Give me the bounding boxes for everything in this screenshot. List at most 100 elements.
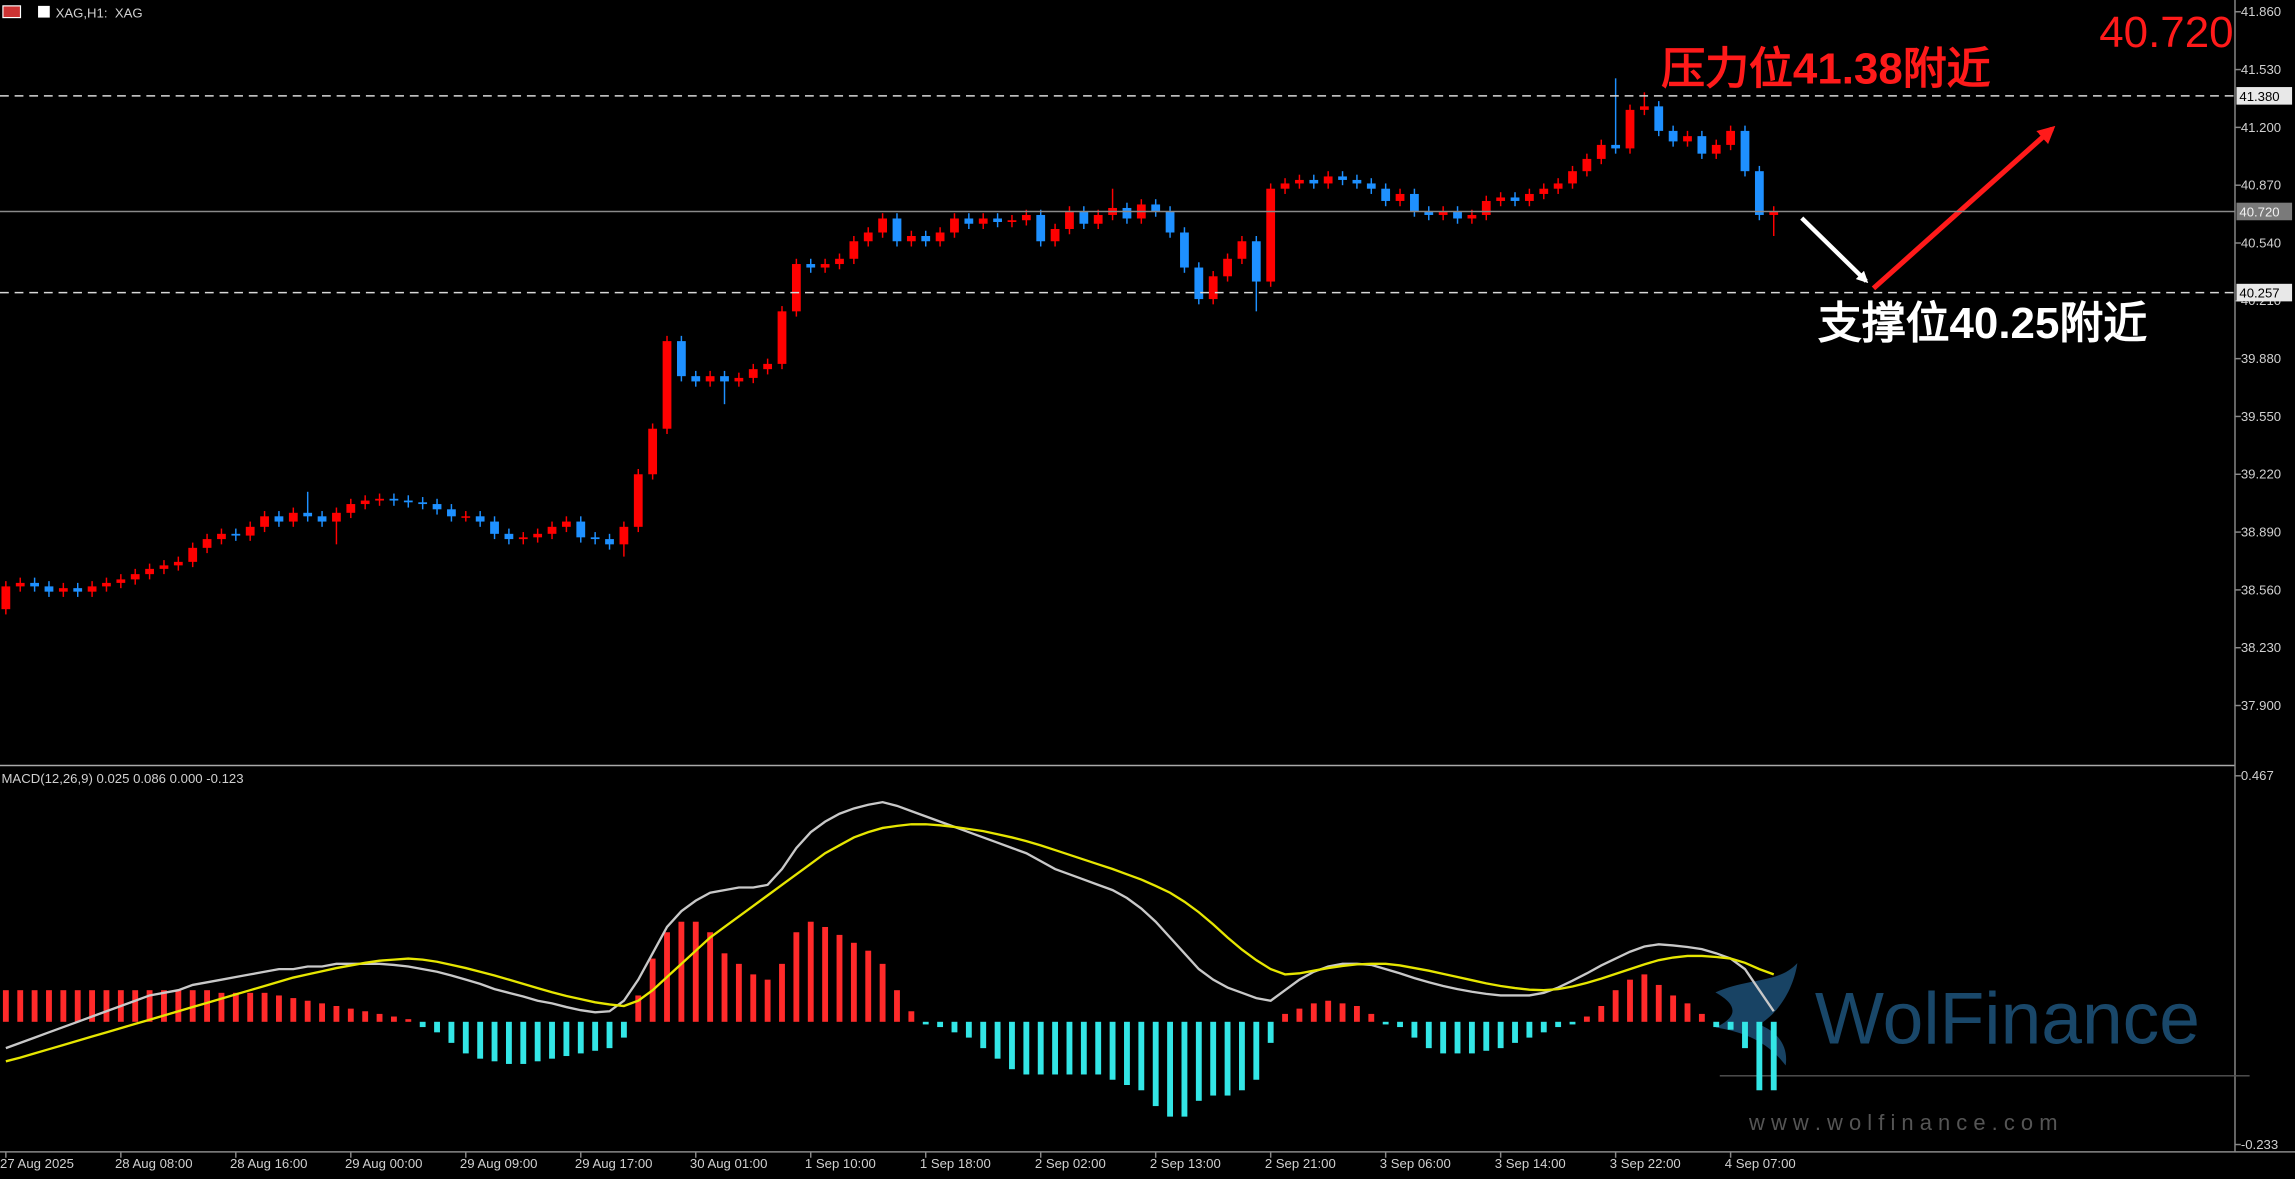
candle-body — [346, 504, 356, 513]
x-tick-label: 2 Sep 21:00 — [1265, 1156, 1336, 1171]
candle-body — [1467, 214, 1477, 219]
candle-body — [1381, 188, 1391, 201]
macd-histogram-bar — [735, 963, 742, 1022]
x-tick-label: 28 Aug 08:00 — [115, 1156, 193, 1171]
x-tick-label: 2 Sep 02:00 — [1035, 1156, 1106, 1171]
candle-body — [633, 474, 643, 527]
macd-histogram-bar — [204, 990, 211, 1022]
candle-body — [906, 236, 916, 242]
annotation: 支撑位40.25附近 — [1818, 299, 2147, 348]
macd-histogram-bar — [1023, 1021, 1030, 1075]
macd-histogram-bar — [1296, 1008, 1303, 1022]
macd-histogram-bar — [261, 992, 268, 1022]
candle-body — [605, 539, 614, 545]
y-tick-label: -0.233 — [2241, 1137, 2278, 1152]
macd-histogram-bar — [1009, 1021, 1015, 1070]
x-tick-label: 27 Aug 2025 — [0, 1156, 74, 1171]
macd-histogram-bar — [491, 1021, 498, 1062]
macd-histogram-bar — [1641, 974, 1648, 1022]
price-level-label: 40.257 — [2239, 286, 2279, 301]
candle-body — [748, 369, 758, 378]
macd-histogram-bar — [247, 992, 254, 1022]
candle-body — [562, 521, 571, 527]
price-level-box — [2236, 283, 2293, 302]
macd-histogram-bar — [850, 942, 857, 1022]
candle-body — [260, 516, 269, 527]
macd-histogram-bar — [362, 1011, 369, 1022]
macd-histogram-bar — [462, 1021, 469, 1054]
candle-body — [504, 533, 514, 540]
candle-body — [87, 586, 97, 592]
candle-body — [217, 533, 226, 540]
candle-body — [1496, 197, 1506, 201]
macd-histogram-bar — [146, 990, 153, 1022]
candle-body — [619, 526, 629, 545]
plot: 41.86041.53041.20040.87040.54040.21039.8… — [0, 4, 2293, 1171]
macd-histogram-bar — [132, 990, 139, 1022]
macd-histogram-bar — [1282, 1013, 1288, 1022]
candle-body — [1625, 109, 1635, 149]
macd-histogram-bar — [1353, 1005, 1360, 1022]
macd-histogram-bar — [1109, 1021, 1116, 1080]
y-tick-label: 40.870 — [2241, 178, 2281, 193]
candle-body — [1510, 197, 1520, 201]
candle-body — [978, 218, 988, 224]
macd-histogram-bar — [1195, 1021, 1202, 1101]
candle-body — [1366, 183, 1376, 189]
macd-histogram-bar — [405, 1019, 412, 1022]
candle-body — [1481, 200, 1491, 215]
macd-histogram-bar — [89, 990, 96, 1022]
y-tick-label: 0.467 — [2241, 768, 2274, 783]
candle-body — [375, 498, 384, 501]
macd-histogram-bar — [549, 1021, 555, 1059]
macd-histogram-bar — [563, 1021, 570, 1057]
candle-body — [1697, 136, 1707, 154]
macd-histogram-bar — [1080, 1021, 1087, 1075]
macd-histogram-bar — [1756, 1021, 1763, 1091]
candle-body — [892, 218, 902, 242]
macd-histogram-bar — [1411, 1021, 1418, 1038]
macd-histogram-bar — [74, 990, 81, 1022]
macd-histogram-bar — [1742, 1021, 1748, 1049]
macd-histogram-bar — [1655, 984, 1662, 1022]
macd-histogram-bar — [232, 992, 239, 1022]
candle-body — [332, 512, 341, 522]
y-tick-label: 41.860 — [2241, 4, 2281, 19]
candle-body — [1769, 211, 1779, 215]
macd-histogram-bar — [1770, 1021, 1777, 1091]
candle-body — [1424, 211, 1434, 215]
candle-body — [1395, 193, 1405, 201]
arrow-up — [1871, 125, 2056, 291]
macd-histogram-bar — [1440, 1021, 1447, 1054]
candle-body — [1180, 232, 1189, 268]
candle-body — [188, 547, 198, 562]
candle-body — [676, 341, 686, 377]
candle-body — [964, 218, 974, 224]
candle-body — [878, 218, 887, 233]
macd-histogram-bar — [807, 921, 814, 1022]
macd-histogram-bar — [434, 1021, 440, 1033]
candle-body — [1582, 158, 1592, 172]
macd-histogram-bar — [836, 934, 843, 1022]
x-tick-label: 29 Aug 17:00 — [575, 1156, 653, 1171]
candle-body — [159, 565, 169, 569]
candle-body — [590, 537, 600, 540]
macd-line — [5, 823, 1775, 1063]
candle-body — [547, 526, 557, 534]
candle-body — [1266, 188, 1276, 282]
candle-body — [1683, 136, 1692, 142]
candle-body — [30, 582, 39, 587]
candle-body — [1668, 130, 1678, 142]
macd-histogram-bar — [347, 1008, 354, 1022]
macd-histogram-bar — [46, 990, 52, 1022]
candle-body — [1754, 171, 1764, 215]
macd-histogram-bar — [103, 990, 110, 1022]
macd-histogram-bar — [577, 1021, 584, 1054]
macd-histogram-bar — [1095, 1021, 1102, 1075]
candle-body — [1654, 106, 1664, 131]
y-tick-label: 37.900 — [2241, 698, 2281, 713]
macd-histogram-bar — [1368, 1013, 1375, 1022]
candle-body — [58, 588, 68, 592]
candle-body — [1295, 179, 1304, 184]
